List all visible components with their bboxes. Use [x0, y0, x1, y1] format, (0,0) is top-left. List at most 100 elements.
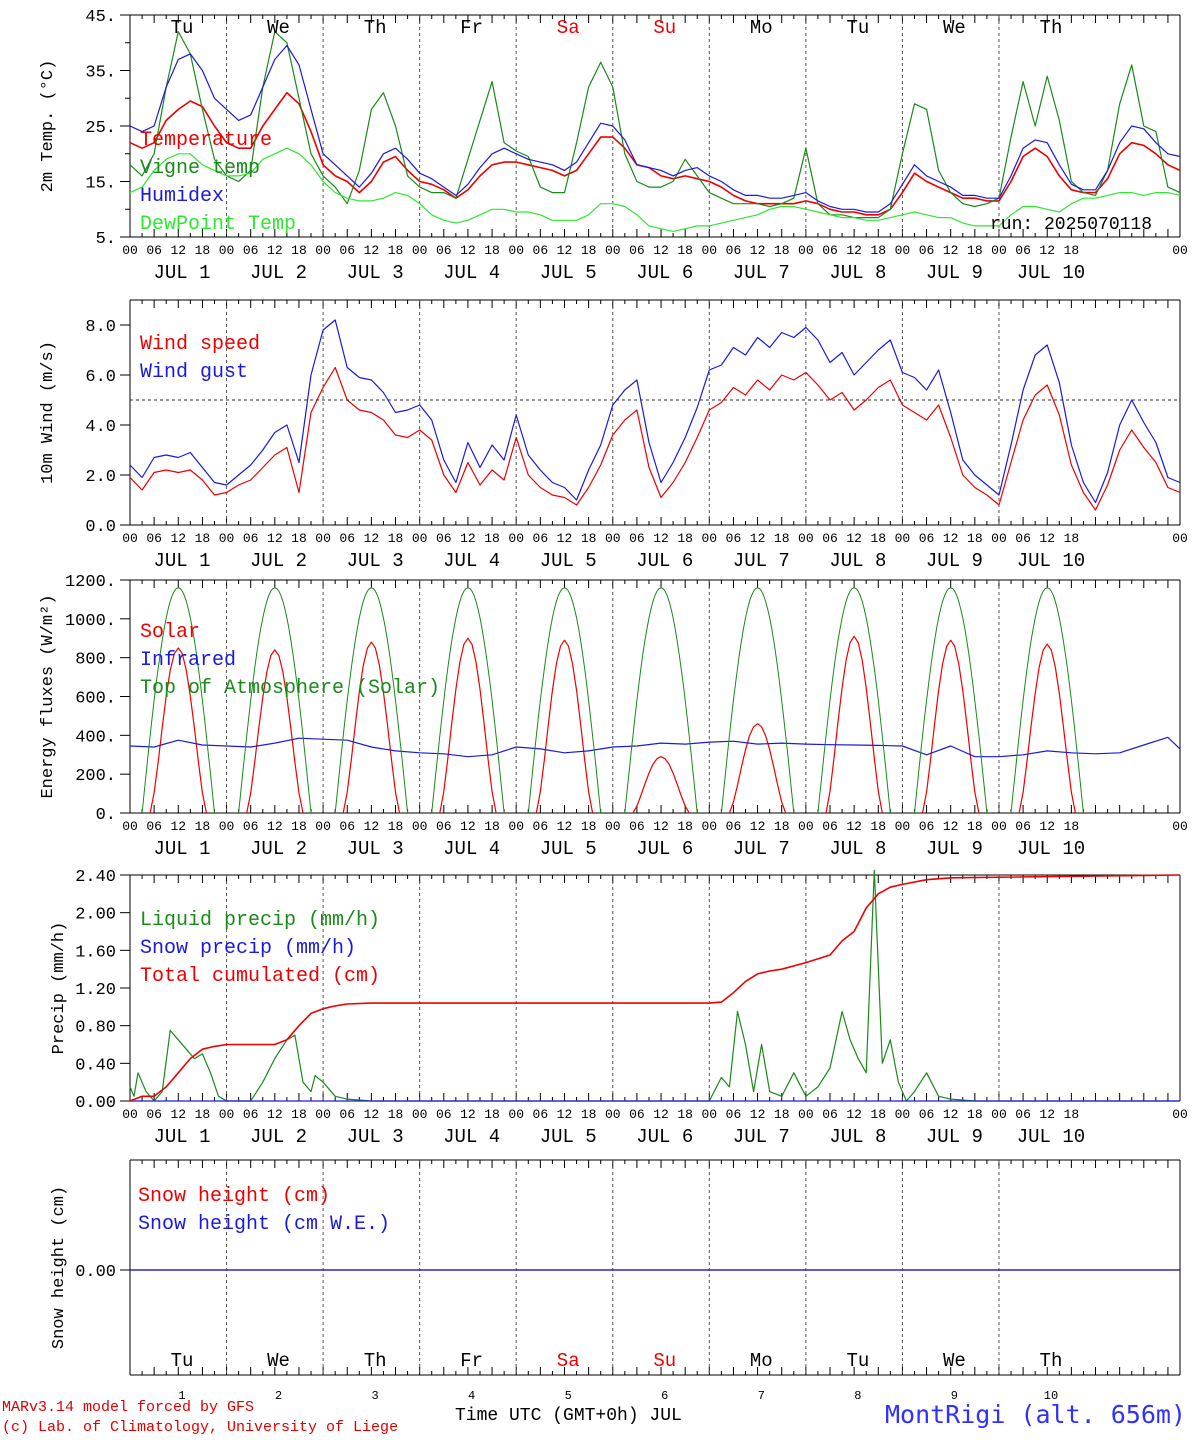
- date-label: JUL 5: [540, 838, 597, 860]
- hour-tick-label: 00: [702, 243, 718, 258]
- hour-tick-label: 18: [870, 243, 886, 258]
- legend-entry: Liquid precip (mm/h): [140, 909, 380, 932]
- date-label: JUL 8: [829, 838, 886, 860]
- legend-entry: Snow height (cm W.E.): [138, 1213, 390, 1236]
- y-tick-label: 4.0: [85, 418, 116, 437]
- hour-tick-label: 06: [339, 819, 355, 834]
- hour-tick-label: 18: [870, 1107, 886, 1122]
- weekday-label-bottom: Th: [1040, 1350, 1063, 1372]
- hour-tick-label: 00: [605, 531, 621, 546]
- weekday-label: Tu: [846, 17, 869, 39]
- date-label: JUL 8: [829, 262, 886, 284]
- hour-tick-label: 06: [822, 531, 838, 546]
- hour-tick-label: 00: [1172, 531, 1188, 546]
- hour-tick-label: 18: [291, 531, 307, 546]
- hour-tick-label: 12: [170, 1107, 186, 1122]
- date-label: JUL 1: [153, 550, 210, 572]
- hour-tick-label: 06: [436, 243, 452, 258]
- hour-tick-label: 06: [436, 531, 452, 546]
- hour-tick-label: 06: [726, 1107, 742, 1122]
- hour-tick-label: 00: [219, 819, 235, 834]
- hour-tick-label: 18: [484, 819, 500, 834]
- hour-tick-label: 18: [967, 243, 983, 258]
- hour-tick-label: 06: [436, 819, 452, 834]
- y-tick-label: 25.: [85, 119, 116, 138]
- hour-tick-label: 18: [677, 243, 693, 258]
- weekday-label-bottom: Tu: [846, 1350, 869, 1372]
- hour-tick-label: 12: [846, 1107, 862, 1122]
- hour-tick-label: 18: [1064, 819, 1080, 834]
- y-tick-label: 45.: [85, 8, 116, 27]
- date-label: JUL 6: [636, 838, 693, 860]
- series-line-solar: [342, 641, 401, 814]
- hour-tick-label: 06: [243, 1107, 259, 1122]
- hour-tick-label: 06: [726, 531, 742, 546]
- hour-tick-label: 00: [315, 819, 331, 834]
- series-line-toa-solar: [334, 587, 409, 814]
- hour-tick-label: 12: [653, 243, 669, 258]
- hour-tick-label: 06: [146, 819, 162, 834]
- hour-tick-label: 06: [533, 1107, 549, 1122]
- hour-tick-label: 18: [291, 1107, 307, 1122]
- hour-tick-label: 18: [1064, 243, 1080, 258]
- run-label: run: 2025070118: [990, 215, 1152, 235]
- weekday-label: Th: [364, 17, 387, 39]
- legend-entry: Temperature: [140, 129, 272, 152]
- hour-tick-label: 06: [726, 819, 742, 834]
- hour-tick-label: 18: [774, 531, 790, 546]
- series-line-vigne-temp: [129, 31, 1181, 219]
- hour-tick-label: 00: [605, 1107, 621, 1122]
- date-label: JUL 7: [733, 1126, 790, 1148]
- hour-tick-label: 00: [122, 819, 138, 834]
- hour-tick-label: 00: [219, 243, 235, 258]
- hour-tick-label: 12: [846, 243, 862, 258]
- y-tick-label: 0.: [96, 806, 116, 825]
- day-number: 2: [275, 1389, 282, 1403]
- hour-tick-label: 00: [122, 531, 138, 546]
- y-tick-label: 1.20: [75, 981, 116, 1000]
- hour-tick-label: 00: [798, 1107, 814, 1122]
- hour-tick-label: 12: [557, 819, 573, 834]
- hour-tick-label: 00: [508, 531, 524, 546]
- hour-tick-label: 12: [170, 819, 186, 834]
- hour-tick-label: 18: [967, 819, 983, 834]
- hour-tick-label: 06: [339, 531, 355, 546]
- hour-tick-label: 18: [677, 819, 693, 834]
- hour-tick-label: 18: [581, 243, 597, 258]
- weekday-label-bottom: Tu: [171, 1350, 194, 1372]
- y-tick-label: 0.00: [75, 1263, 116, 1282]
- date-label: JUL 4: [443, 262, 500, 284]
- hour-tick-label: 06: [243, 819, 259, 834]
- weekday-label-bottom: Su: [653, 1350, 676, 1372]
- series-line-toa-solar: [817, 587, 891, 814]
- hour-tick-label: 00: [315, 243, 331, 258]
- hour-tick-label: 00: [702, 819, 718, 834]
- hour-tick-label: 00: [122, 243, 138, 258]
- hour-tick-label: 12: [557, 1107, 573, 1122]
- hour-tick-label: 12: [267, 243, 283, 258]
- legend-entry: Solar: [140, 621, 200, 644]
- hour-tick-label: 18: [581, 531, 597, 546]
- hour-tick-label: 18: [388, 243, 404, 258]
- legend-entry: DewPoint Temp: [140, 213, 296, 236]
- hour-tick-label: 00: [508, 819, 524, 834]
- hour-tick-label: 18: [291, 243, 307, 258]
- hour-tick-label: 18: [484, 531, 500, 546]
- hour-tick-label: 00: [219, 531, 235, 546]
- y-tick-label: 6.0: [85, 368, 116, 387]
- day-number: 3: [372, 1389, 379, 1403]
- hour-tick-label: 06: [146, 531, 162, 546]
- series-line-toa-solar: [141, 587, 215, 814]
- date-label: JUL 6: [636, 1126, 693, 1148]
- station-name: MontRigi (alt. 656m): [884, 1400, 1186, 1429]
- series-line-temperature: [129, 91, 1181, 216]
- y-tick-label: 2.0: [85, 468, 116, 487]
- hour-tick-label: 00: [702, 531, 718, 546]
- series-line-dewpoint-temp: [129, 147, 1181, 232]
- hour-tick-label: 12: [460, 243, 476, 258]
- hour-tick-label: 06: [919, 243, 935, 258]
- hour-tick-label: 06: [822, 1107, 838, 1122]
- hour-tick-label: 12: [1039, 243, 1055, 258]
- hour-tick-label: 00: [895, 243, 911, 258]
- hour-tick-label: 18: [870, 819, 886, 834]
